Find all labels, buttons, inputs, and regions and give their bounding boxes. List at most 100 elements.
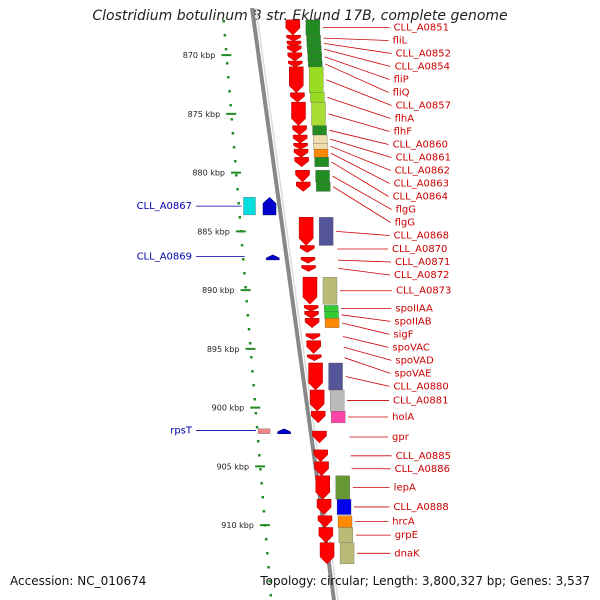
gene-arrow[interactable]: [286, 40, 302, 48]
gene-arrow[interactable]: [307, 354, 322, 362]
gene-label[interactable]: rpsT: [170, 426, 193, 437]
gene-arrow[interactable]: [318, 527, 334, 544]
cog-box: [335, 475, 350, 500]
gene-label[interactable]: CLL_A0881: [393, 396, 448, 407]
gene-label[interactable]: flgG: [395, 218, 415, 229]
gene-arrow[interactable]: [310, 410, 326, 424]
gene-label[interactable]: spoVAE: [394, 368, 431, 379]
cog-box: [322, 277, 338, 305]
gene-arrow[interactable]: [295, 170, 310, 183]
tick-dot: [255, 426, 259, 429]
gene-arrow[interactable]: [308, 362, 323, 391]
gene-label[interactable]: spoVAD: [395, 355, 434, 366]
gene-label[interactable]: CLL_A0863: [394, 179, 449, 190]
gene-label[interactable]: CLL_A0885: [396, 451, 451, 462]
gene-arrow[interactable]: [304, 318, 320, 329]
gene-label[interactable]: CLL_A0869: [137, 252, 192, 263]
gene-label-leader: [341, 322, 390, 335]
gene-arrow[interactable]: [309, 389, 325, 412]
gene-arrow[interactable]: [319, 542, 335, 565]
gene-label[interactable]: dnaK: [394, 548, 420, 559]
gene-label[interactable]: CLL_A0860: [393, 140, 448, 151]
gene-arrow[interactable]: [317, 515, 333, 528]
tick-dot: [259, 468, 262, 471]
gene-label[interactable]: sigF: [393, 329, 413, 340]
gene-arrow[interactable]: [293, 148, 309, 158]
gene-arrow[interactable]: [287, 45, 302, 54]
gene-arrow[interactable]: [291, 101, 306, 126]
tick-dot: [227, 76, 230, 79]
cog-box: [337, 515, 353, 528]
gene-label[interactable]: gpr: [392, 432, 410, 443]
gene-arrow[interactable]: [293, 143, 308, 150]
gene-arrow[interactable]: [290, 92, 305, 103]
gene-arrow[interactable]: [294, 157, 309, 168]
gene-label[interactable]: CLL_A0862: [395, 166, 450, 177]
gene-label[interactable]: spoIIAB: [394, 316, 431, 327]
cog-box: [328, 362, 343, 391]
gene-label[interactable]: fliP: [394, 75, 409, 86]
gene-label-leader: [332, 175, 392, 210]
gene-arrow[interactable]: [286, 34, 301, 42]
gene-arrow[interactable]: [298, 217, 314, 246]
gene-arrow[interactable]: [304, 311, 319, 319]
gene-arrow[interactable]: [306, 340, 321, 354]
gene-arrow[interactable]: [301, 265, 316, 272]
gene-label[interactable]: CLL_A0888: [393, 502, 448, 513]
gene-label[interactable]: CLL_A0870: [392, 244, 447, 255]
gene-arrow[interactable]: [292, 125, 307, 136]
gene-arrow[interactable]: [300, 245, 315, 253]
tick-dot: [268, 580, 271, 583]
gene-label[interactable]: spoVAC: [392, 342, 430, 353]
gene-label[interactable]: CLL_A0886: [395, 464, 450, 475]
tick-dot: [267, 566, 270, 569]
gene-label[interactable]: CLL_A0868: [394, 231, 449, 242]
gene-label-leader: [323, 42, 392, 54]
gene-label[interactable]: CLL_A0857: [396, 101, 451, 112]
gene-arrow[interactable]: [285, 19, 301, 36]
gene-arrow[interactable]: [295, 181, 311, 192]
gene-arrow[interactable]: [287, 52, 303, 62]
gene-arrow[interactable]: [302, 276, 318, 305]
cog-box: [310, 92, 325, 103]
gene-arrow[interactable]: [277, 428, 291, 435]
gene-label[interactable]: fliL: [393, 36, 408, 47]
gene-arrow[interactable]: [314, 461, 329, 477]
gene-label[interactable]: CLL_A0864: [393, 192, 448, 203]
gene-label[interactable]: lepA: [394, 483, 416, 494]
gene-label[interactable]: grpE: [395, 530, 418, 541]
gene-arrow[interactable]: [300, 256, 316, 264]
gene-label[interactable]: fliQ: [393, 88, 410, 99]
gene-label[interactable]: hrcA: [392, 517, 415, 528]
gene-arrow[interactable]: [315, 475, 331, 500]
gene-arrow[interactable]: [312, 430, 327, 444]
gene-arrow[interactable]: [316, 499, 332, 515]
gene-label-leader: [344, 357, 391, 374]
gene-label[interactable]: CLL_A0854: [395, 62, 450, 73]
gene-arrow[interactable]: [287, 60, 303, 68]
tick-dot: [266, 552, 269, 555]
gene-label[interactable]: flgG: [396, 205, 416, 216]
gene-label[interactable]: flhF: [394, 127, 413, 138]
gene-arrow[interactable]: [305, 333, 321, 340]
gene-arrow[interactable]: [313, 449, 328, 463]
gene-label[interactable]: CLL_A0851: [394, 23, 449, 34]
gene-label[interactable]: CLL_A0871: [395, 257, 450, 268]
cog-box: [309, 66, 324, 93]
gene-arrow[interactable]: [262, 196, 277, 216]
gene-label[interactable]: CLL_A0867: [137, 201, 192, 212]
gene-label[interactable]: CLL_A0873: [396, 286, 451, 297]
gene-label[interactable]: spoIIAA: [395, 303, 433, 314]
tick-dot: [235, 174, 238, 177]
gene-label[interactable]: CLL_A0880: [393, 381, 448, 392]
gene-arrow[interactable]: [266, 254, 280, 261]
gene-label[interactable]: flhA: [395, 114, 415, 125]
gene-arrow[interactable]: [303, 305, 319, 312]
gene-label[interactable]: CLL_A0852: [396, 49, 451, 60]
gene-label[interactable]: CLL_A0861: [396, 153, 451, 164]
gene-arrow[interactable]: [289, 66, 304, 94]
gene-arrow[interactable]: [292, 134, 308, 144]
gene-label[interactable]: holA: [392, 412, 414, 423]
gene-label[interactable]: CLL_A0872: [394, 270, 449, 281]
